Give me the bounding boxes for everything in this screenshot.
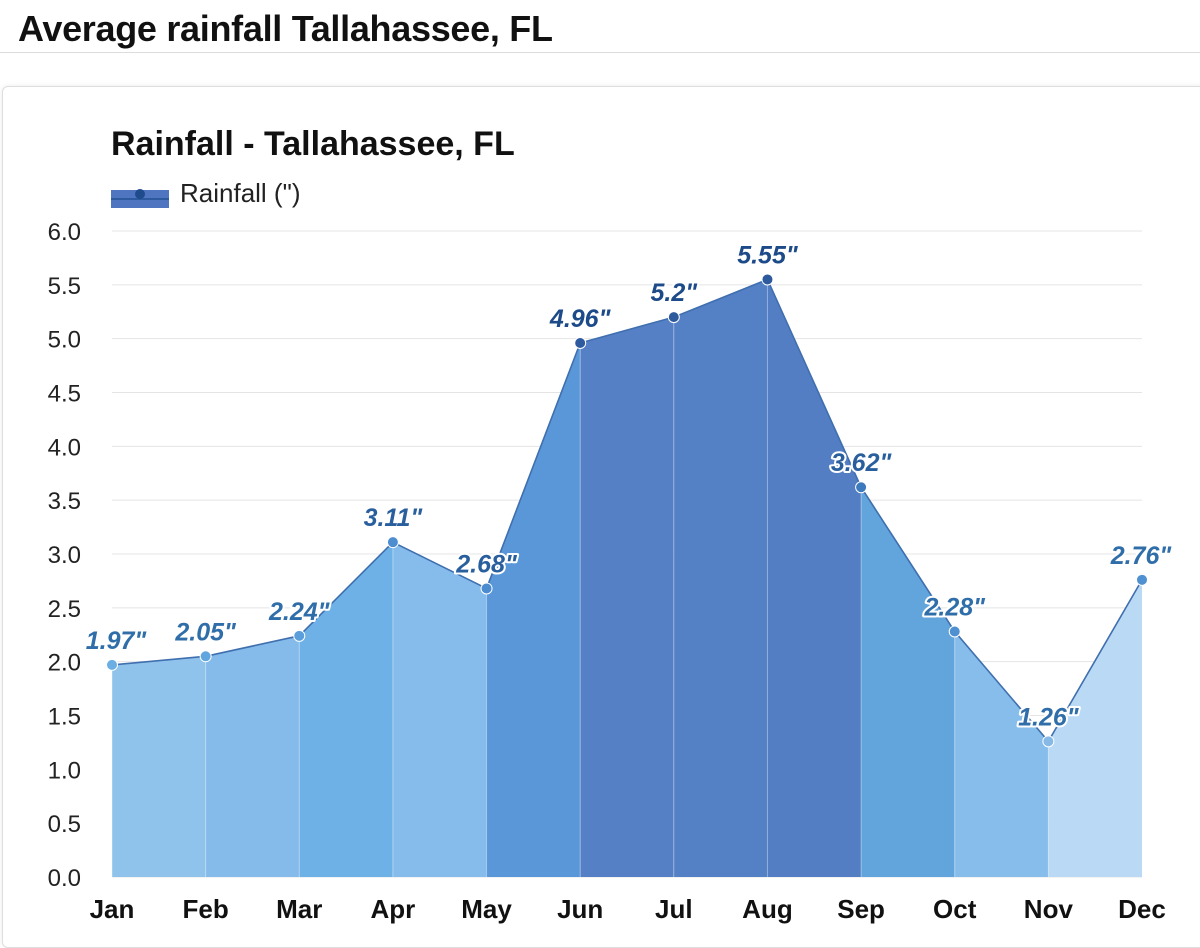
area-segment-feb xyxy=(205,635,300,877)
data-label-dec: 2.76" xyxy=(1110,542,1173,570)
chart-title: Rainfall - Tallahassee, FL xyxy=(111,125,515,163)
data-label-apr: 3.11" xyxy=(364,504,424,532)
y-tick-label: 1.5 xyxy=(48,704,81,731)
heading-divider xyxy=(0,52,1200,53)
y-tick-label: 5.0 xyxy=(48,327,81,354)
area-segment-sep xyxy=(861,487,955,877)
x-tick-mar: Mar xyxy=(276,894,322,924)
data-label-jun: 4.96" xyxy=(549,305,612,333)
y-tick-label: 0.0 xyxy=(48,865,81,892)
data-label-oct: 2.28" xyxy=(923,594,986,622)
y-tick-label: 5.5 xyxy=(48,273,81,300)
data-label-jul: 5.2" xyxy=(651,279,699,307)
area-segment-jun xyxy=(580,317,674,878)
x-tick-oct: Oct xyxy=(933,894,977,924)
y-tick-label: 3.5 xyxy=(48,488,81,515)
data-label-aug: 5.55" xyxy=(737,241,799,269)
data-label-sep: 3.62" xyxy=(831,449,893,477)
data-label-nov: 1.26" xyxy=(1018,703,1080,731)
data-label-may: 2.68" xyxy=(455,550,518,578)
legend-marker xyxy=(135,189,145,199)
x-axis-ticks: Jan Feb Mar Apr May Jun Jul Aug Sep Oct Nov Dec xyxy=(90,894,1166,924)
x-tick-apr: Apr xyxy=(371,894,416,924)
x-tick-may: May xyxy=(461,894,512,924)
x-tick-feb: Feb xyxy=(183,894,229,924)
x-tick-jul: Jul xyxy=(655,894,693,924)
x-tick-aug: Aug xyxy=(742,894,793,924)
data-point-sep xyxy=(855,481,868,494)
series-line xyxy=(111,278,1143,743)
data-point-may xyxy=(480,582,493,595)
data-markers xyxy=(106,273,1148,748)
y-tick-label: 0.5 xyxy=(48,811,81,838)
page-heading: Average rainfall Tallahassee, FL xyxy=(18,8,553,49)
legend-label: Rainfall (") xyxy=(180,178,300,208)
area-segment-apr xyxy=(392,542,487,877)
x-tick-dec: Dec xyxy=(1118,894,1166,924)
y-tick-label: 1.0 xyxy=(48,757,81,784)
y-tick-label: 3.0 xyxy=(48,542,81,569)
area-segment-nov xyxy=(1048,579,1142,877)
data-point-mar xyxy=(293,629,306,642)
area-segment-jul xyxy=(673,279,768,877)
data-labels: 1.97" 2.05" 2.24" 3.11" 2.68" 4.96" 5.2" 5.55" 3… xyxy=(84,239,1175,733)
area-segment-oct xyxy=(954,631,1049,877)
legend[interactable]: Rainfall (") xyxy=(111,178,300,208)
area-segment-mar xyxy=(299,542,393,877)
x-tick-jun: Jun xyxy=(557,894,603,924)
data-point-jan xyxy=(106,658,118,671)
data-label-mar: 2.24" xyxy=(268,598,331,626)
data-point-feb xyxy=(199,650,212,663)
data-point-jul xyxy=(667,311,680,324)
y-tick-label: 6.0 xyxy=(48,219,81,246)
data-point-nov xyxy=(1042,735,1055,748)
y-tick-label: 4.0 xyxy=(48,434,81,461)
data-label-jan: 1.97" xyxy=(86,627,148,655)
y-axis-ticks: 0.0 0.5 1.0 1.5 2.0 2.5 3.0 3.5 4.0 4.5 5.0 5.5 6.0 xyxy=(48,219,81,892)
area-segment-jan xyxy=(112,656,206,877)
x-tick-nov: Nov xyxy=(1024,894,1074,924)
data-point-jun xyxy=(574,336,587,349)
data-point-apr xyxy=(386,536,399,549)
data-point-oct xyxy=(948,625,961,638)
area-segment-aug xyxy=(767,279,862,877)
x-tick-sep: Sep xyxy=(837,894,885,924)
y-tick-label: 2.5 xyxy=(48,596,81,623)
y-tick-label: 2.0 xyxy=(48,650,81,677)
y-tick-label: 4.5 xyxy=(48,381,81,408)
area-segment-may xyxy=(486,342,581,877)
x-tick-jan: Jan xyxy=(90,894,135,924)
rainfall-line xyxy=(111,278,1143,743)
area-fills xyxy=(111,279,1142,878)
data-label-feb: 2.05" xyxy=(174,618,237,646)
data-point-aug xyxy=(761,273,774,286)
data-point-dec xyxy=(1136,573,1148,586)
